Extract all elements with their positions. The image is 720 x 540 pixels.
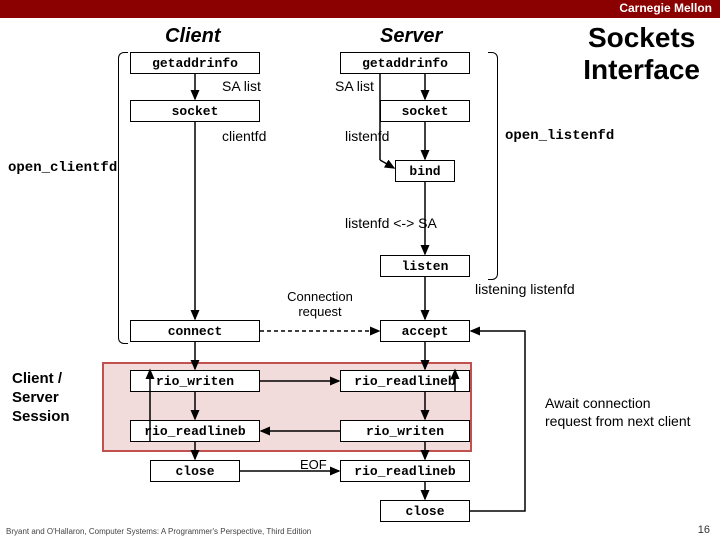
page-number: 16 <box>698 524 710 536</box>
arrows-layer <box>0 0 720 540</box>
footer-text: Bryant and O'Hallaron, Computer Systems:… <box>6 527 311 536</box>
